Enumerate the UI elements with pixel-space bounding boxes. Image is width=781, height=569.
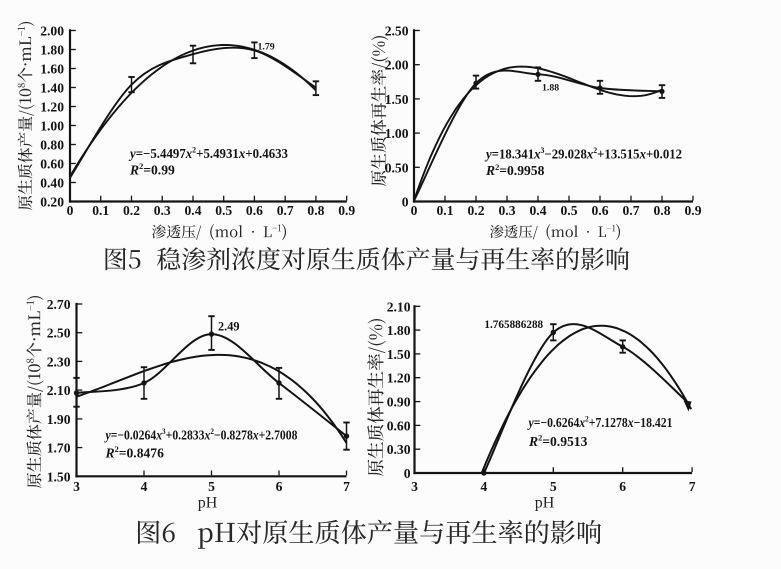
svg-text:5: 5 bbox=[208, 479, 215, 494]
svg-text:y=18.341x3​−29.028x2​+13.515x+: y=18.341x3​−29.028x2​+13.515x+0.012 bbox=[484, 146, 682, 161]
svg-text:1.40: 1.40 bbox=[40, 81, 64, 96]
svg-text:1.70: 1.70 bbox=[47, 441, 71, 456]
svg-text:0.3: 0.3 bbox=[499, 203, 516, 218]
svg-text:4: 4 bbox=[481, 479, 488, 494]
svg-text:7: 7 bbox=[343, 479, 350, 494]
svg-text:R2​=0.99: R2​=0.99 bbox=[129, 162, 175, 177]
svg-text:2.70: 2.70 bbox=[47, 297, 71, 312]
svg-text:2.49: 2.49 bbox=[218, 320, 240, 334]
svg-text:0.60: 0.60 bbox=[387, 418, 411, 433]
svg-text:0.90: 0.90 bbox=[387, 395, 411, 410]
svg-text:6: 6 bbox=[276, 479, 283, 494]
svg-text:3: 3 bbox=[73, 479, 80, 494]
svg-text:0.30: 0.30 bbox=[387, 442, 411, 457]
svg-text:1.50: 1.50 bbox=[47, 469, 71, 484]
svg-text:1.765886288: 1.765886288 bbox=[484, 319, 543, 331]
svg-text:1.60: 1.60 bbox=[40, 62, 64, 77]
svg-text:0: 0 bbox=[411, 203, 418, 218]
svg-text:y=−5.4497x2​+5.4931x+0.4633: y=−5.4497x2​+5.4931x+0.4633 bbox=[128, 146, 288, 161]
svg-text:1.90: 1.90 bbox=[47, 412, 71, 427]
svg-text:R2​=0.9513: R2​=0.9513 bbox=[528, 434, 588, 449]
svg-text:1.20: 1.20 bbox=[387, 371, 411, 386]
svg-text:0.60: 0.60 bbox=[40, 157, 64, 172]
svg-text:R2​=0.9958: R2​=0.9958 bbox=[485, 163, 545, 178]
svg-text:pH: pH bbox=[535, 495, 555, 512]
svg-text:2.00: 2.00 bbox=[40, 24, 64, 39]
svg-text:0.20: 0.20 bbox=[40, 195, 64, 210]
svg-text:1.88: 1.88 bbox=[542, 83, 559, 94]
svg-text:0.4: 0.4 bbox=[185, 203, 202, 218]
svg-text:0.7: 0.7 bbox=[277, 203, 294, 218]
svg-text:1.50: 1.50 bbox=[385, 92, 409, 107]
svg-text:1.00: 1.00 bbox=[385, 126, 409, 141]
svg-text:1.80: 1.80 bbox=[387, 323, 411, 338]
svg-text:0.50: 0.50 bbox=[385, 160, 409, 175]
svg-text:0.9: 0.9 bbox=[685, 203, 702, 218]
svg-text:R2​=0.8476: R2​=0.8476 bbox=[105, 445, 165, 460]
svg-text:y=−0.6264x2​+7.1278x−18.421: y=−0.6264x2​+7.1278x−18.421 bbox=[527, 415, 673, 430]
svg-text:0.8: 0.8 bbox=[654, 203, 671, 218]
svg-text:0: 0 bbox=[404, 466, 411, 481]
svg-text:2.00: 2.00 bbox=[385, 58, 409, 73]
svg-text:0.6: 0.6 bbox=[246, 203, 263, 218]
svg-text:0.4: 0.4 bbox=[530, 203, 547, 218]
svg-text:0.2: 0.2 bbox=[468, 203, 485, 218]
svg-text:0.40: 0.40 bbox=[40, 176, 64, 191]
svg-text:1.80: 1.80 bbox=[40, 43, 64, 58]
svg-text:2.50: 2.50 bbox=[47, 326, 71, 341]
svg-text:7: 7 bbox=[689, 479, 696, 494]
svg-text:1.50: 1.50 bbox=[387, 347, 411, 362]
svg-text:4: 4 bbox=[141, 479, 148, 494]
svg-text:0.5: 0.5 bbox=[215, 203, 232, 218]
svg-text:0.9: 0.9 bbox=[338, 203, 355, 218]
svg-text:0.5: 0.5 bbox=[561, 203, 578, 218]
svg-text:2.30: 2.30 bbox=[47, 354, 71, 369]
svg-text:2.10: 2.10 bbox=[387, 299, 411, 314]
svg-text:0.7: 0.7 bbox=[623, 203, 640, 218]
svg-text:1.20: 1.20 bbox=[40, 100, 64, 115]
svg-text:3: 3 bbox=[411, 479, 418, 494]
svg-text:1.00: 1.00 bbox=[40, 119, 64, 134]
svg-text:0.8: 0.8 bbox=[307, 203, 324, 218]
svg-text:2.50: 2.50 bbox=[385, 24, 409, 39]
svg-text:0.1: 0.1 bbox=[437, 203, 454, 218]
svg-text:0: 0 bbox=[67, 203, 74, 218]
svg-text:0.1: 0.1 bbox=[92, 203, 109, 218]
svg-text:0.2: 0.2 bbox=[123, 203, 140, 218]
svg-text:2.10: 2.10 bbox=[47, 383, 71, 398]
svg-text:y=−0.0264x3​+0.2833x2​−0.8278x: y=−0.0264x3​+0.2833x2​−0.8278x+2.7008 bbox=[104, 427, 298, 442]
svg-text:pH: pH bbox=[198, 495, 218, 512]
svg-text:5: 5 bbox=[550, 479, 557, 494]
svg-text:0.6: 0.6 bbox=[592, 203, 609, 218]
svg-text:1.79: 1.79 bbox=[258, 42, 275, 53]
svg-text:0.3: 0.3 bbox=[154, 203, 171, 218]
svg-text:0.80: 0.80 bbox=[40, 138, 64, 153]
svg-text:0: 0 bbox=[402, 195, 409, 210]
svg-text:6: 6 bbox=[619, 479, 626, 494]
